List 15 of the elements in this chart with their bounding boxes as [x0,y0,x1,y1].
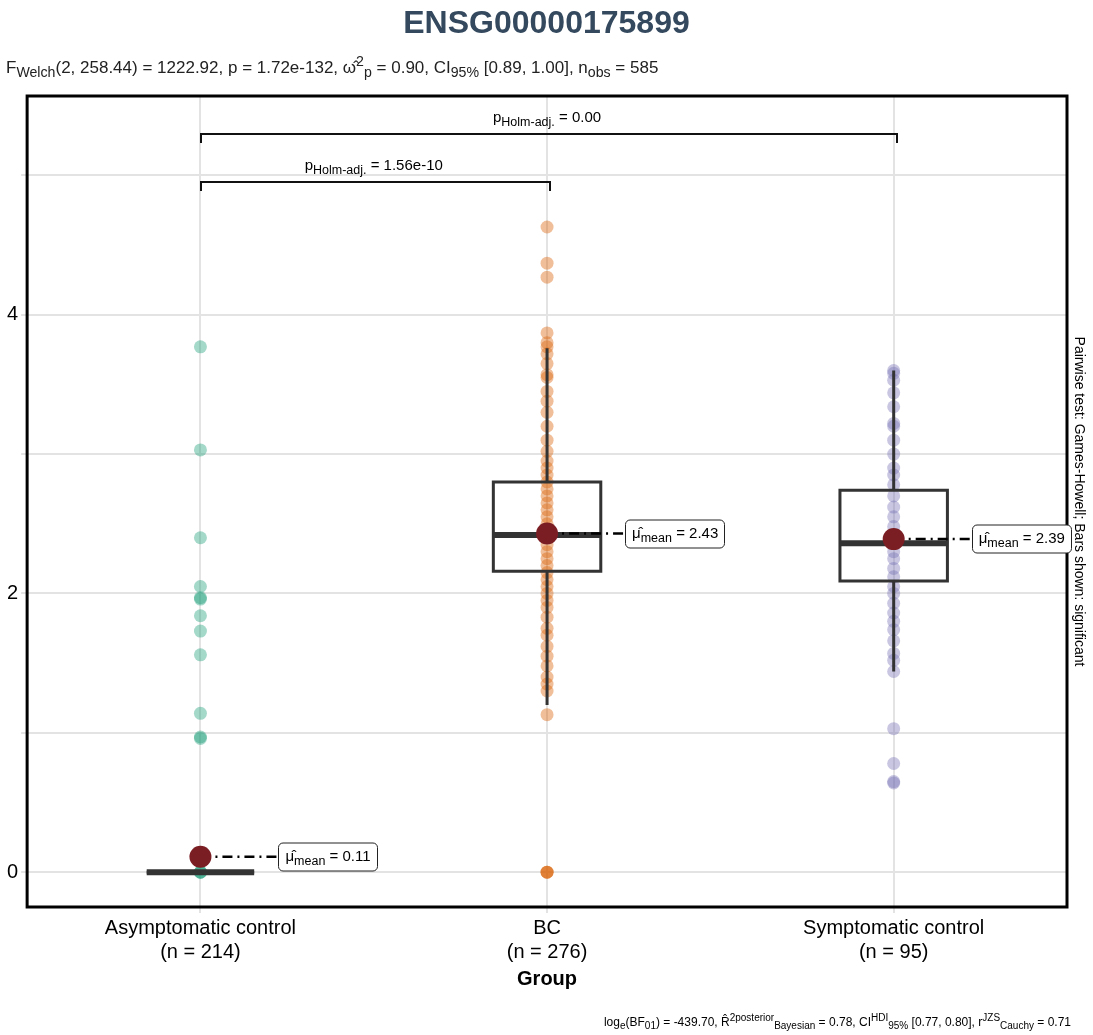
text: Pairwise test: Games-Howell; Bars shown: significant [1072,336,1089,667]
annotation: μ̂$_{mean}$ = 2.39 [971,524,1072,554]
annotation: μ̂$_{mean}$ = 0.11 [278,842,378,872]
annotation: μ̂$_{mean}$ = 2.43 [625,519,726,549]
annotation: p$_{Holm-adj.}$ = 1.56e-10 [304,156,443,179]
x-tick-label: Symptomatic control (n = 95) [803,915,985,962]
annotation: p$_{Holm-adj.}$ = 0.00 [492,108,602,131]
x-tick-label: Asymptomatic control (n = 214) [104,915,297,962]
y-tick-label: 4 [7,302,19,325]
text: F$_{Welch}$(2, 258.44) = 1222.92, p = 1.72e-132, ω̂$^{2}$$_{p}$ = 0.90, CI$_{95%}$ [0.89, 1.00], n$_{obs}$ = 585 [6,53,659,81]
chart-title: ENSG00000175899 [402,3,691,42]
y-tick-label: 0 [7,859,19,882]
x-axis-title: Group [517,966,578,989]
x-tick-label: BC (n = 276) [506,915,588,962]
y-tick-label: 2 [7,580,19,603]
